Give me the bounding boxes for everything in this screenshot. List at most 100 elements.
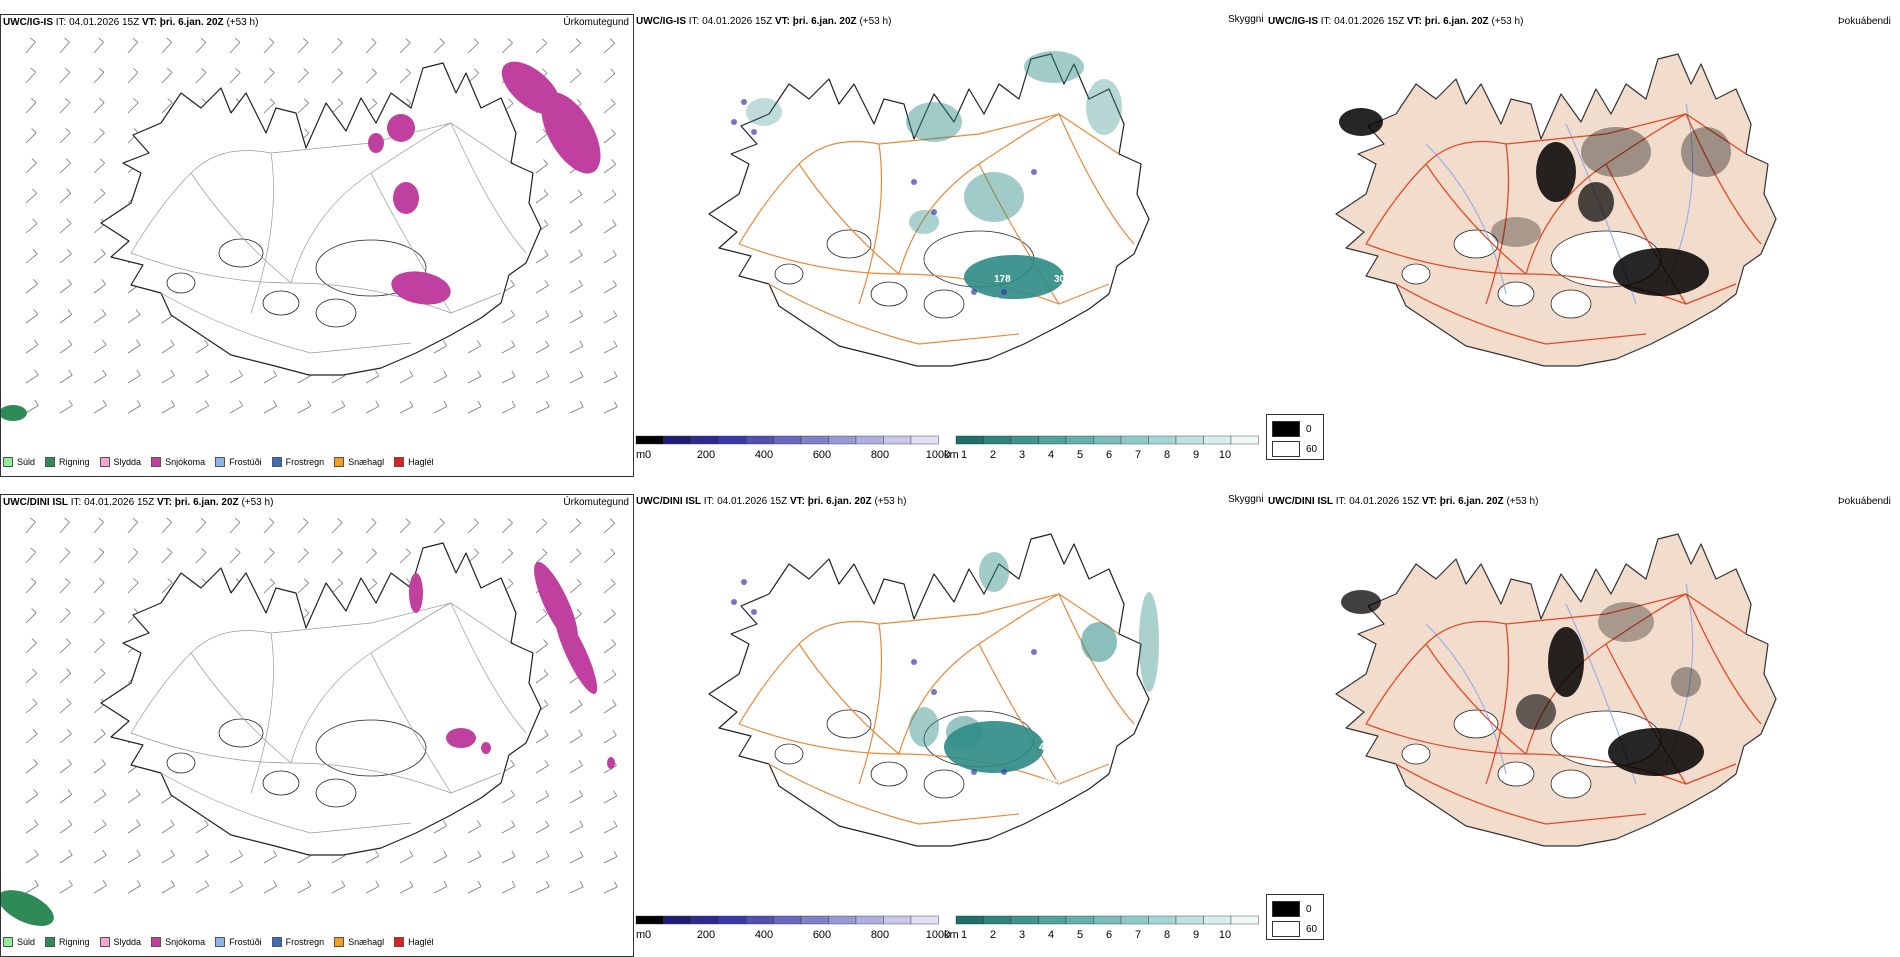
wind-barb-tick — [511, 850, 516, 857]
wind-barb-tick — [170, 849, 175, 856]
snow-areas — [1, 561, 615, 926]
wind-barb-tick — [543, 639, 548, 645]
wind-barb — [501, 552, 514, 564]
wind-barb-tick — [66, 698, 72, 704]
legend-label: Súld — [17, 457, 36, 467]
it-value: 04.01.2026 15Z — [1334, 16, 1405, 27]
wind-barb-tick — [132, 547, 139, 553]
visibility-tick: 3 — [1019, 929, 1025, 941]
wind-barb — [127, 521, 138, 534]
wind-barb-tick — [32, 188, 38, 194]
wind-barb — [25, 733, 38, 744]
wind-barb — [603, 103, 616, 114]
fog-area — [1578, 182, 1614, 222]
wind-barb — [467, 825, 481, 834]
legend-label: Frostúði — [229, 937, 262, 947]
wind-barb — [535, 795, 549, 804]
wind-barb — [603, 345, 618, 354]
lead-time: (+53 h) — [241, 497, 274, 508]
wind-barb — [399, 406, 414, 414]
wind-barb-tick — [578, 249, 583, 256]
road — [250, 152, 274, 314]
panel-title-cloud: Skyggni — [1228, 14, 1264, 25]
snow-area — [607, 757, 615, 769]
wind-barb — [263, 375, 277, 384]
visibility-area — [906, 102, 962, 142]
wind-barb — [25, 223, 38, 234]
coastline — [1335, 53, 1777, 367]
wind-barb-tick — [511, 340, 516, 347]
wind-barb-tick — [68, 879, 73, 886]
wind-barb-tick — [132, 517, 138, 523]
cloud-base-spot — [911, 179, 917, 185]
wind-barb-tick — [542, 608, 548, 615]
wind-barb-tick — [67, 819, 73, 826]
iceland-map — [708, 53, 1150, 367]
wind-barb-tick — [68, 399, 73, 406]
wind-barb-tick — [579, 881, 584, 888]
wind-barb-tick — [507, 518, 513, 524]
wind-barb — [93, 733, 106, 744]
visibility-tick: 10 — [1219, 929, 1231, 941]
colorbar-cell — [1093, 915, 1122, 925]
wind-barb — [59, 612, 71, 624]
colorbar-cell — [773, 915, 802, 925]
wind-barb — [161, 521, 173, 534]
wind-barb — [365, 405, 380, 414]
vt-label: VT: — [774, 16, 790, 27]
wind-barb — [161, 344, 175, 354]
wind-barb-tick — [477, 820, 482, 827]
glacier-outline — [218, 718, 264, 748]
wind-barb-tick — [100, 188, 106, 194]
wind-barb — [59, 283, 72, 294]
glacier-outline — [826, 709, 872, 739]
wind-barb — [59, 132, 71, 144]
wind-barb-tick — [67, 279, 72, 285]
wind-barb-tick — [409, 370, 414, 377]
forecast-row-top: UWC/IG-IS IT: 04.01.2026 15Z VT: þri. 6.… — [0, 14, 1900, 477]
wind-barb-tick — [443, 880, 448, 887]
fog-area — [1671, 667, 1701, 697]
wind-barb-tick — [337, 38, 343, 43]
wind-barb-tick — [200, 37, 207, 43]
wind-barb — [93, 642, 105, 654]
wind-barb-tick — [610, 98, 616, 105]
iceland-map — [708, 533, 1150, 847]
wind-barb — [433, 345, 447, 354]
wind-barb-tick — [610, 548, 616, 554]
wind-barb-tick — [33, 339, 39, 345]
wind-barb — [59, 582, 71, 594]
model-name: UWC/DINI ISL — [3, 497, 68, 508]
wind-barb — [25, 794, 38, 804]
it-label: IT: — [688, 16, 700, 27]
visibility-area — [909, 210, 939, 234]
wind-barb-tick — [238, 370, 243, 376]
fog-areas — [1339, 108, 1731, 296]
wind-barb-tick — [32, 248, 38, 255]
wind-barb-tick — [543, 219, 549, 226]
legend-item: Haglél — [394, 457, 434, 467]
rain-area — [1, 890, 54, 926]
wind-barb-tick — [443, 850, 448, 857]
wind-barb-tick — [101, 309, 107, 315]
legend-swatch — [394, 457, 405, 467]
it-label: IT: — [1320, 16, 1332, 27]
wind-barb-tick — [34, 369, 39, 376]
wind-barb-tick — [611, 159, 617, 165]
wind-barb-tick — [575, 38, 581, 44]
wind-barb — [93, 854, 107, 864]
wind-barb-tick — [65, 578, 71, 583]
legend-label: Frostregn — [285, 937, 325, 947]
wind-barb-tick — [204, 850, 209, 856]
colorbar-cell — [1148, 915, 1177, 925]
wind-barb-tick — [65, 638, 71, 644]
wind-barb — [25, 314, 38, 324]
vt-label: VT: — [156, 497, 172, 508]
snow-area — [481, 742, 491, 754]
road — [450, 602, 527, 734]
wind-barb-tick — [99, 638, 105, 644]
wind-barb — [535, 315, 549, 324]
wind-barb — [25, 405, 39, 414]
it-label: IT: — [70, 497, 82, 508]
cloud-base-colorbar — [635, 915, 939, 925]
